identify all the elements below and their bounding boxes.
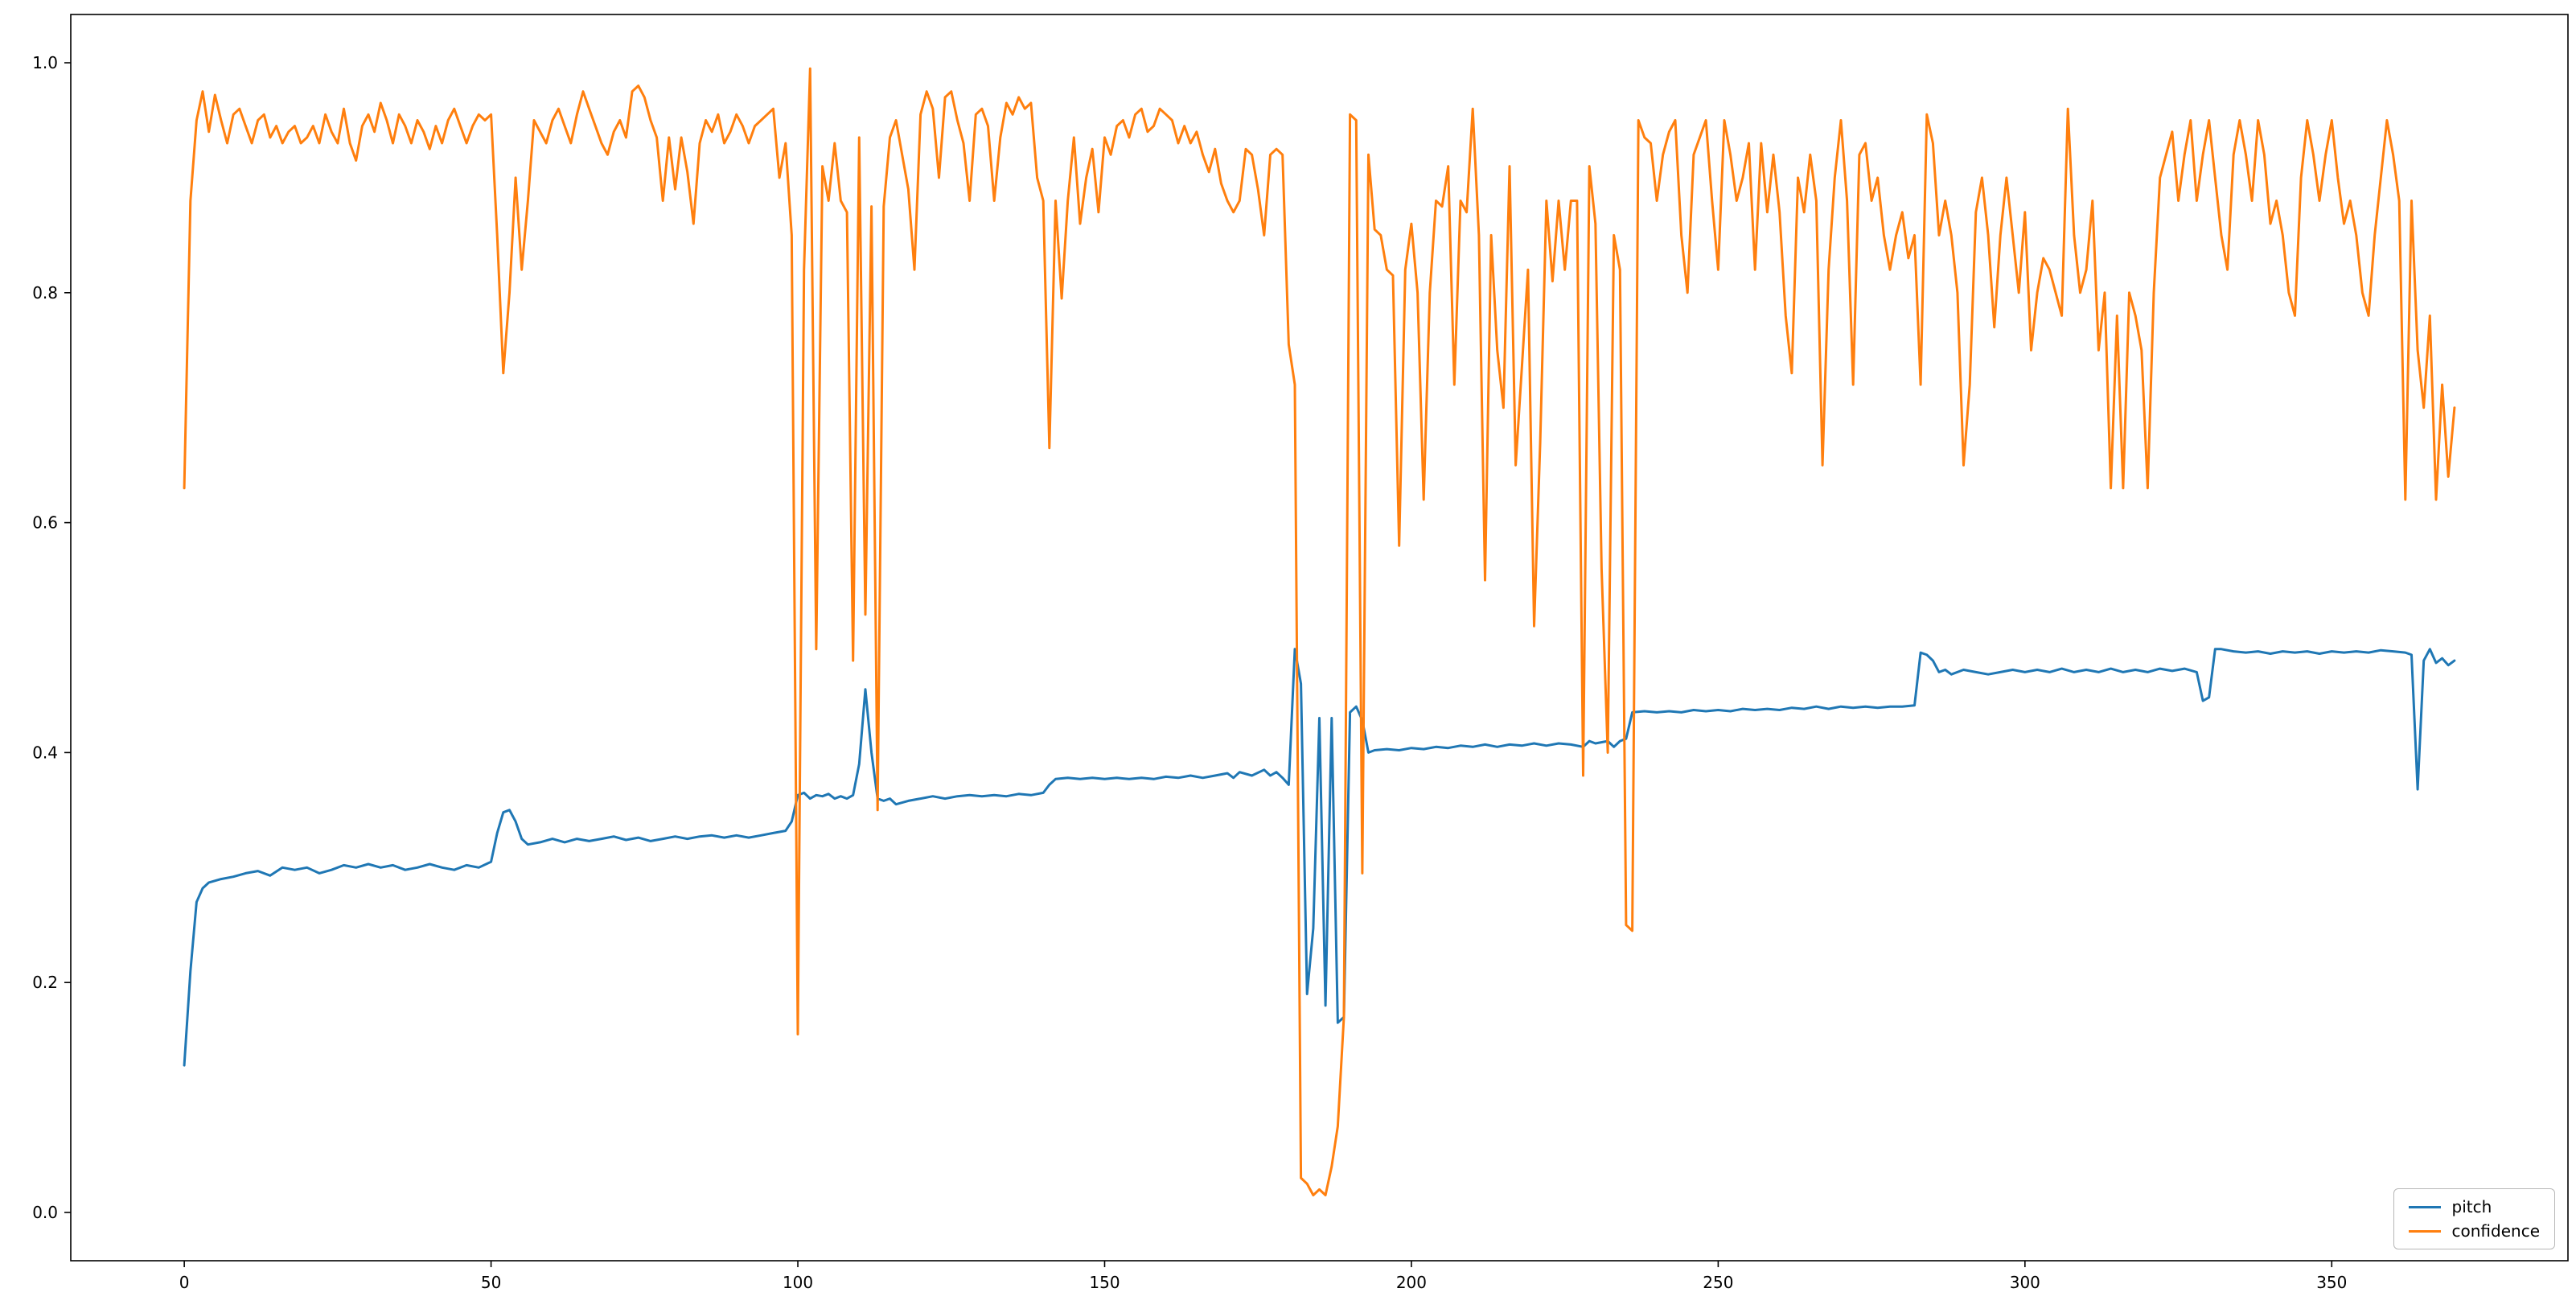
legend-item-confidence: confidence <box>2408 1221 2540 1241</box>
y-tick-label: 0.6 <box>32 513 58 533</box>
legend-item-pitch: pitch <box>2408 1197 2540 1216</box>
legend-label-pitch: pitch <box>2451 1197 2492 1216</box>
x-tick-label: 250 <box>1703 1273 1733 1292</box>
x-tick-label: 300 <box>2010 1273 2040 1292</box>
confidence-line <box>183 67 2456 1196</box>
confidence-line-swatch <box>2408 1229 2441 1233</box>
pitch-line-swatch <box>2408 1205 2441 1208</box>
pitch-line <box>183 648 2456 1067</box>
y-tick-label: 0.2 <box>32 973 58 992</box>
x-tick-label: 100 <box>783 1273 813 1292</box>
axes-spines <box>70 14 2569 1262</box>
x-tick-label: 200 <box>1396 1273 1427 1292</box>
x-tick-label: 0 <box>179 1273 190 1292</box>
x-tick-label: 150 <box>1089 1273 1120 1292</box>
legend-label-confidence: confidence <box>2451 1221 2540 1241</box>
y-tick-label: 0.4 <box>32 743 58 762</box>
legend: pitch confidence <box>2393 1188 2555 1249</box>
x-tick-label: 50 <box>481 1273 501 1292</box>
y-tick-label: 0.8 <box>32 283 58 303</box>
y-tick-label: 1.0 <box>32 53 58 72</box>
y-tick-label: 0.0 <box>32 1203 58 1222</box>
x-tick-label: 350 <box>2316 1273 2347 1292</box>
